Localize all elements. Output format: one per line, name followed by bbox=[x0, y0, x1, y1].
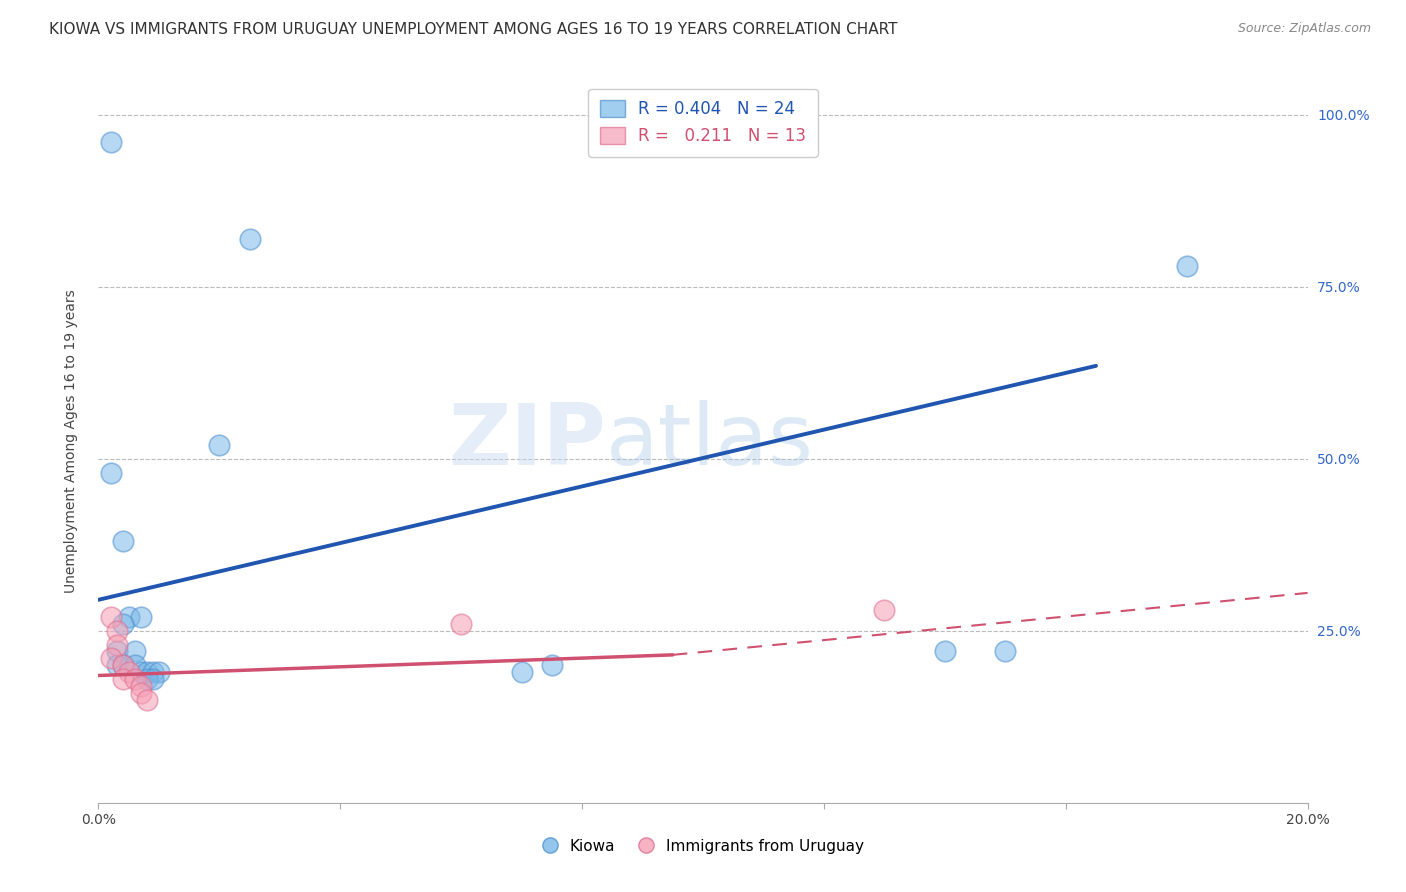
Point bbox=[873, 603, 896, 617]
Point bbox=[450, 616, 472, 631]
Y-axis label: Unemployment Among Ages 16 to 19 years: Unemployment Among Ages 16 to 19 years bbox=[63, 290, 77, 593]
Point bbox=[129, 679, 152, 693]
Point bbox=[129, 610, 152, 624]
Point bbox=[105, 644, 128, 658]
Point bbox=[111, 672, 134, 686]
Point bbox=[111, 616, 134, 631]
Point bbox=[105, 624, 128, 638]
Point bbox=[994, 644, 1017, 658]
Point bbox=[142, 672, 165, 686]
Point bbox=[135, 692, 157, 706]
Point bbox=[111, 534, 134, 549]
Point bbox=[100, 610, 122, 624]
Point bbox=[111, 658, 134, 673]
Point bbox=[540, 658, 562, 673]
Point bbox=[239, 231, 262, 245]
Text: Source: ZipAtlas.com: Source: ZipAtlas.com bbox=[1237, 22, 1371, 36]
Point bbox=[105, 638, 128, 652]
Text: atlas: atlas bbox=[606, 400, 814, 483]
Point bbox=[124, 658, 146, 673]
Point bbox=[124, 672, 146, 686]
Point bbox=[100, 466, 122, 480]
Point bbox=[1175, 259, 1198, 273]
Point bbox=[208, 438, 231, 452]
Point bbox=[129, 686, 152, 700]
Point bbox=[105, 658, 128, 673]
Point bbox=[118, 665, 141, 679]
Point bbox=[118, 610, 141, 624]
Point bbox=[111, 658, 134, 673]
Text: ZIP: ZIP bbox=[449, 400, 606, 483]
Point bbox=[100, 135, 122, 149]
Text: KIOWA VS IMMIGRANTS FROM URUGUAY UNEMPLOYMENT AMONG AGES 16 TO 19 YEARS CORRELAT: KIOWA VS IMMIGRANTS FROM URUGUAY UNEMPLO… bbox=[49, 22, 897, 37]
Point bbox=[129, 665, 152, 679]
Legend: Kiowa, Immigrants from Uruguay: Kiowa, Immigrants from Uruguay bbox=[536, 832, 870, 860]
Point bbox=[148, 665, 170, 679]
Point bbox=[510, 665, 533, 679]
Point bbox=[142, 665, 165, 679]
Point bbox=[934, 644, 956, 658]
Point bbox=[100, 651, 122, 665]
Point bbox=[135, 665, 157, 679]
Point bbox=[135, 672, 157, 686]
Point bbox=[124, 644, 146, 658]
